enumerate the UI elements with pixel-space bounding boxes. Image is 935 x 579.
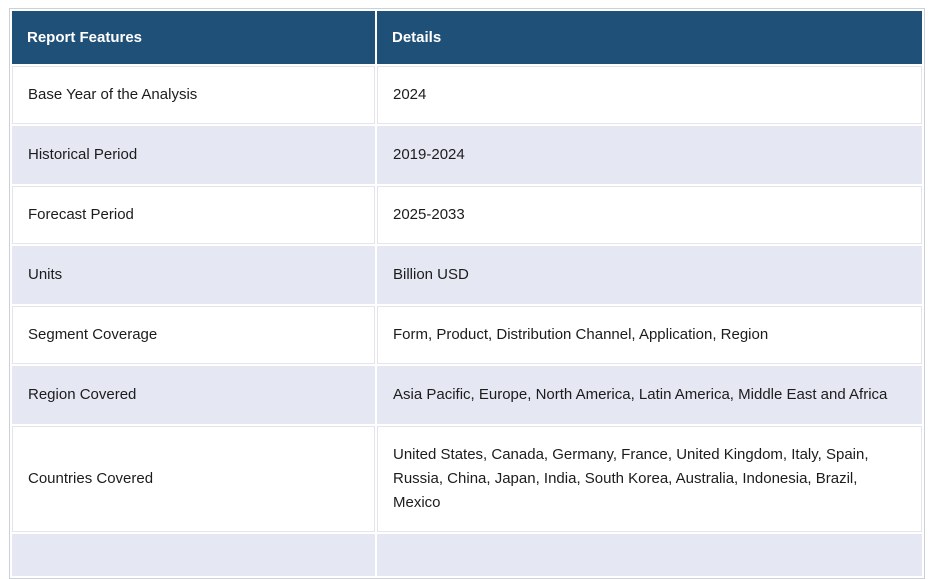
table-row: Forecast Period 2025-2033 <box>12 186 922 244</box>
details-cell <box>377 534 922 576</box>
details-cell: Form, Product, Distribution Channel, App… <box>377 306 922 364</box>
details-cell: 2019-2024 <box>377 126 922 184</box>
feature-cell: Segment Coverage <box>12 306 375 364</box>
feature-cell: Units <box>12 246 375 304</box>
details-cell: 2025-2033 <box>377 186 922 244</box>
feature-cell: Forecast Period <box>12 186 375 244</box>
details-cell: 2024 <box>377 66 922 124</box>
details-cell: Asia Pacific, Europe, North America, Lat… <box>377 366 922 424</box>
table-row: Base Year of the Analysis 2024 <box>12 66 922 124</box>
table-row: Historical Period 2019-2024 <box>12 126 922 184</box>
table-header: Report Features Details <box>12 11 922 64</box>
feature-cell: Countries Covered <box>12 426 375 532</box>
report-features-table: Report Features Details Base Year of the… <box>9 8 925 579</box>
details-cell: United States, Canada, Germany, France, … <box>377 426 922 532</box>
table-row-clipped <box>12 534 922 576</box>
feature-cell: Region Covered <box>12 366 375 424</box>
table-body: Base Year of the Analysis 2024 Historica… <box>12 66 922 576</box>
table-row: Countries Covered United States, Canada,… <box>12 426 922 532</box>
table-row: Region Covered Asia Pacific, Europe, Nor… <box>12 366 922 424</box>
feature-cell <box>12 534 375 576</box>
header-cell-report-features: Report Features <box>12 11 375 64</box>
table-row: Segment Coverage Form, Product, Distribu… <box>12 306 922 364</box>
feature-cell: Historical Period <box>12 126 375 184</box>
header-row: Report Features Details <box>12 11 922 64</box>
header-cell-details: Details <box>377 11 922 64</box>
table-row: Units Billion USD <box>12 246 922 304</box>
details-cell: Billion USD <box>377 246 922 304</box>
feature-cell: Base Year of the Analysis <box>12 66 375 124</box>
